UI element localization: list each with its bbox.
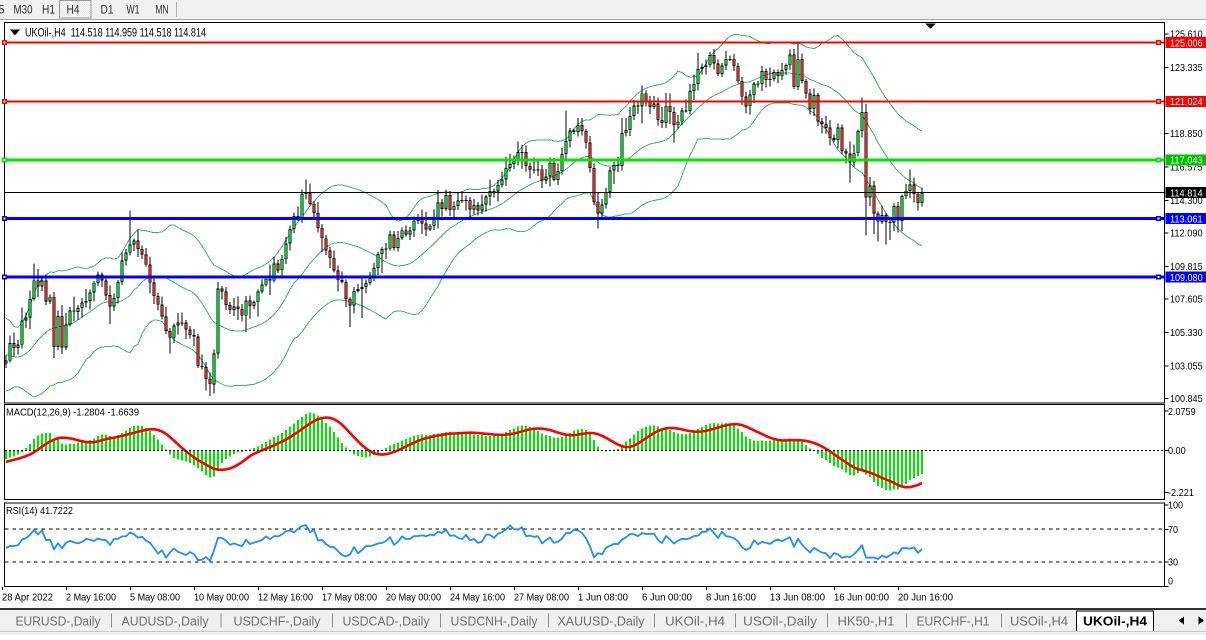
- svg-text:12 May 16:00: 12 May 16:00: [258, 592, 313, 604]
- svg-text:105.330: 105.330: [1170, 327, 1203, 339]
- svg-text:100.845: 100.845: [1170, 393, 1203, 405]
- svg-text:2.0759: 2.0759: [1168, 406, 1196, 418]
- svg-text:MN: MN: [156, 5, 169, 17]
- svg-text:112.090: 112.090: [1170, 228, 1203, 240]
- svg-text:H4: H4: [67, 5, 81, 17]
- svg-text:24 May 16:00: 24 May 16:00: [450, 592, 505, 604]
- svg-text:121.024: 121.024: [1170, 96, 1203, 108]
- svg-text:HK50-,H1: HK50-,H1: [838, 614, 895, 629]
- svg-text:113.061: 113.061: [1170, 213, 1203, 225]
- svg-text:123.335: 123.335: [1170, 62, 1203, 74]
- svg-text:USDCHF-,Daily: USDCHF-,Daily: [234, 614, 321, 629]
- svg-text:USOil-,H4: USOil-,H4: [1010, 614, 1068, 629]
- svg-text:70: 70: [1168, 524, 1178, 536]
- svg-text:20 May 00:00: 20 May 00:00: [386, 592, 441, 604]
- svg-text:8 Jun 16:00: 8 Jun 16:00: [706, 592, 756, 604]
- svg-text:USDCAD-,Daily: USDCAD-,Daily: [343, 614, 430, 629]
- svg-text:13 Jun 08:00: 13 Jun 08:00: [770, 592, 825, 604]
- svg-text:117.043: 117.043: [1170, 155, 1203, 167]
- svg-text:-2.221: -2.221: [1168, 487, 1194, 499]
- svg-text:0: 0: [1168, 576, 1173, 588]
- svg-text:2 May 16:00: 2 May 16:00: [66, 592, 116, 604]
- svg-text:100: 100: [1168, 500, 1183, 512]
- svg-text:MACD(12,26,9) -1.2804 -1.6639: MACD(12,26,9) -1.2804 -1.6639: [6, 407, 139, 419]
- svg-text:109.080: 109.080: [1170, 272, 1203, 284]
- svg-text:20 Jun 16:00: 20 Jun 16:00: [898, 592, 953, 604]
- svg-text:H1: H1: [42, 5, 55, 17]
- svg-text:RSI(14) 41.7222: RSI(14) 41.7222: [6, 505, 73, 517]
- svg-text:30: 30: [1168, 557, 1178, 569]
- svg-text:16 Jun 00:00: 16 Jun 00:00: [834, 592, 889, 604]
- svg-text:0.00: 0.00: [1168, 445, 1186, 457]
- svg-text:UKOil-,H4 114.518 114.959 114: UKOil-,H4 114.518 114.959 114.518 114.81…: [25, 28, 206, 40]
- svg-text:5: 5: [0, 5, 5, 17]
- svg-text:UKOil-,H4: UKOil-,H4: [665, 614, 725, 629]
- svg-text:W1: W1: [127, 5, 140, 17]
- svg-text:AUDUSD-,Daily: AUDUSD-,Daily: [122, 614, 209, 629]
- svg-text:EURUSD-,Daily: EURUSD-,Daily: [16, 614, 101, 629]
- svg-text:28 Apr 2022: 28 Apr 2022: [2, 592, 53, 604]
- svg-text:XAUUSD-,Daily: XAUUSD-,Daily: [558, 614, 645, 629]
- svg-text:5 May 08:00: 5 May 08:00: [130, 592, 180, 604]
- svg-text:UKOil-,H4: UKOil-,H4: [1083, 614, 1148, 629]
- svg-text:107.605: 107.605: [1170, 294, 1203, 306]
- svg-text:M30: M30: [14, 5, 33, 17]
- svg-text:103.055: 103.055: [1170, 361, 1203, 373]
- svg-text:6 Jun 00:00: 6 Jun 00:00: [642, 592, 692, 604]
- svg-text:17 May 08:00: 17 May 08:00: [322, 592, 377, 604]
- svg-text:USOil-,Daily: USOil-,Daily: [743, 614, 818, 629]
- svg-text:118.850: 118.850: [1170, 128, 1203, 140]
- svg-text:10 May 00:00: 10 May 00:00: [194, 592, 249, 604]
- svg-text:D1: D1: [101, 5, 114, 17]
- svg-text:USDCNH-,Daily: USDCNH-,Daily: [451, 614, 538, 629]
- svg-text:EURCHF-,H1: EURCHF-,H1: [917, 614, 990, 629]
- svg-text:125.006: 125.006: [1170, 38, 1203, 50]
- svg-text:27 May 08:00: 27 May 08:00: [514, 592, 569, 604]
- svg-text:1 Jun 08:00: 1 Jun 08:00: [578, 592, 628, 604]
- svg-text:114.814: 114.814: [1170, 188, 1203, 200]
